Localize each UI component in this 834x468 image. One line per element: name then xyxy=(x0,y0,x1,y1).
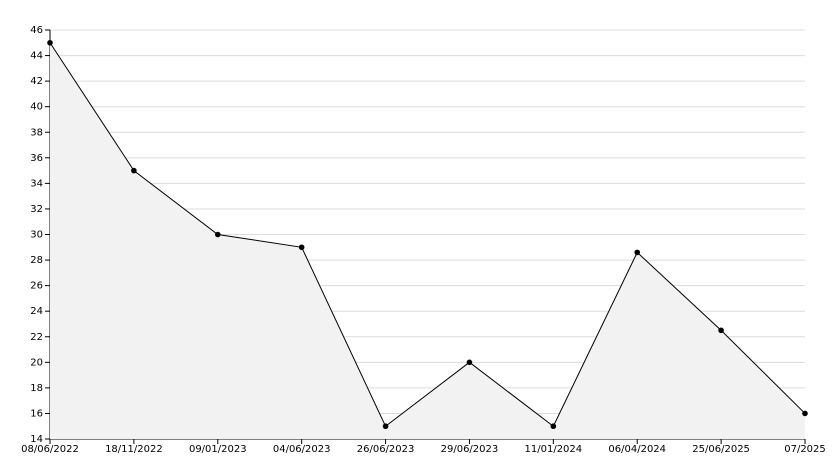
point xyxy=(298,244,305,251)
point xyxy=(802,410,808,417)
y-tick-label: 22 xyxy=(30,332,43,343)
x-tick-label: 04/06/2023 xyxy=(273,444,331,455)
x-tick-label: 26/06/2023 xyxy=(357,444,415,455)
y-tick-label: 34 xyxy=(30,178,43,189)
area xyxy=(50,42,805,439)
x-tick-label: 07/2025 xyxy=(784,444,826,455)
x-tick-label: 06/04/2024 xyxy=(608,444,666,455)
point xyxy=(466,359,473,366)
y-tick-label: 14 xyxy=(30,434,43,445)
point xyxy=(634,249,641,256)
point xyxy=(214,231,221,238)
y-tick-label: 20 xyxy=(30,357,43,368)
y-tick-label: 42 xyxy=(30,76,43,87)
point xyxy=(131,167,137,174)
x-tick-label: 11/01/2024 xyxy=(525,444,583,455)
point xyxy=(47,39,53,46)
y-tick-label: 24 xyxy=(30,306,43,317)
point xyxy=(718,327,724,334)
x-tick-label: 29/06/2023 xyxy=(441,444,499,455)
point xyxy=(382,423,389,430)
x-tick-label: 09/01/2023 xyxy=(189,444,247,455)
y-tick-label: 30 xyxy=(30,230,43,241)
x-tick-label: 08/06/2022 xyxy=(21,444,79,455)
x-tick-label: 25/06/2025 xyxy=(692,444,750,455)
y-tick-label: 46 xyxy=(30,25,43,36)
y-tick-label: 38 xyxy=(30,127,43,138)
y-tick-label: 32 xyxy=(30,204,43,215)
y-tick-label: 16 xyxy=(30,408,43,419)
y-tick-label: 36 xyxy=(30,153,43,164)
y-tick-label: 28 xyxy=(30,255,43,266)
y-tick-label: 26 xyxy=(30,281,43,292)
point xyxy=(550,423,557,430)
x-tick-label: 18/11/2022 xyxy=(105,444,163,455)
y-tick-label: 40 xyxy=(30,102,43,113)
y-tick-label: 18 xyxy=(30,383,43,394)
line xyxy=(49,42,806,427)
y-tick-label: 44 xyxy=(30,51,43,62)
